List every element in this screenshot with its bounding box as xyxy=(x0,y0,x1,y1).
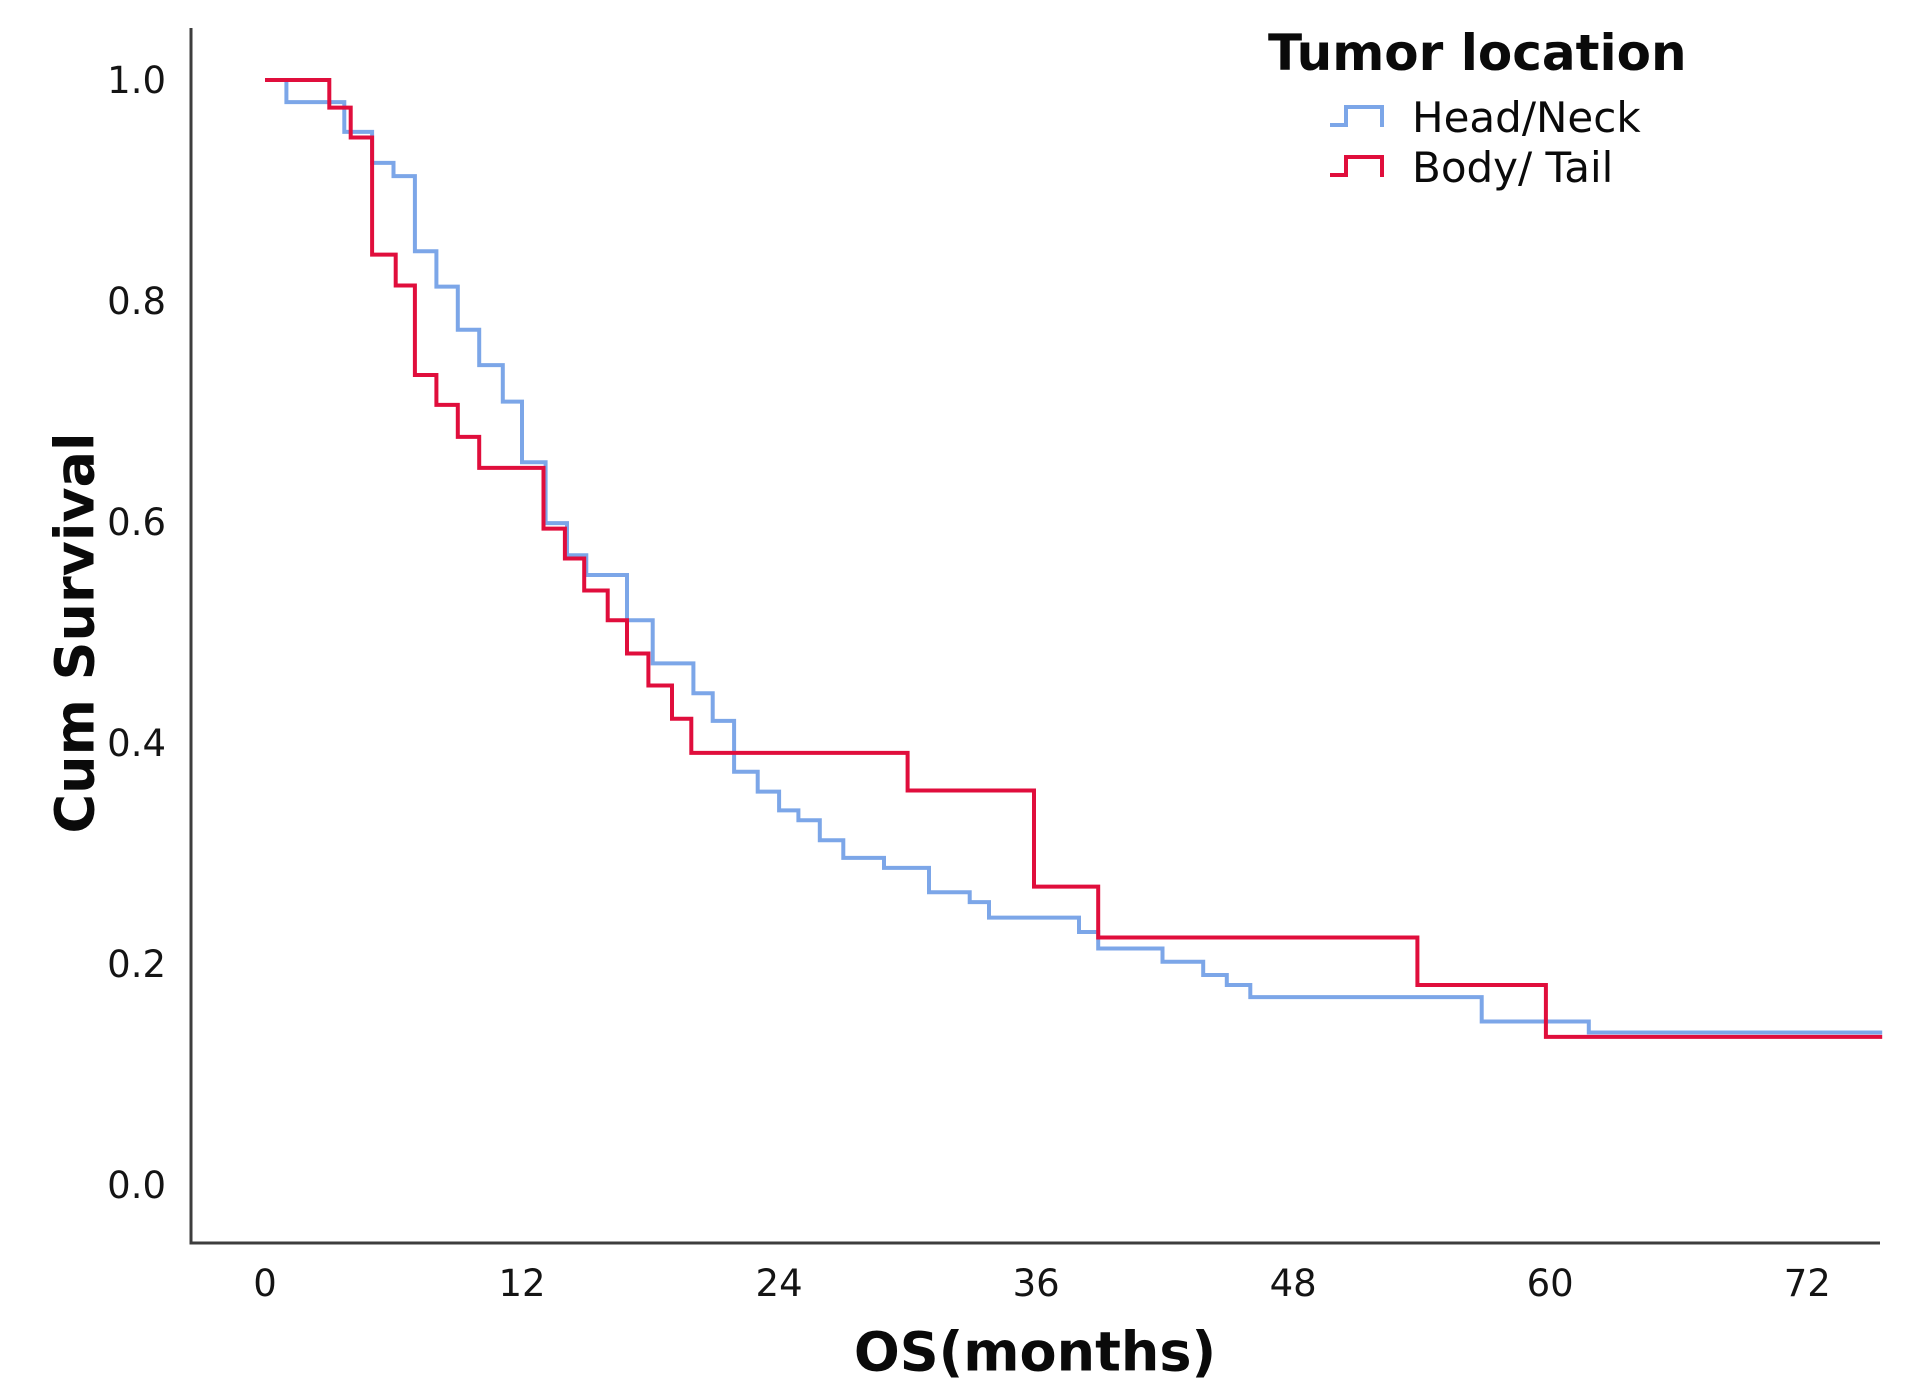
legend-title: Tumor location xyxy=(1268,24,1687,82)
y-axis-title: Cum Survival xyxy=(43,432,107,834)
y-tick-label: 0.2 xyxy=(107,943,166,986)
body-tail-curve xyxy=(265,78,1883,1039)
x-tick-label: 36 xyxy=(1013,1262,1060,1305)
x-tick-label: 60 xyxy=(1527,1262,1574,1305)
x-axis-title: OS(months) xyxy=(853,1320,1217,1384)
head-neck-curve xyxy=(265,78,1883,1035)
legend-item-head-neck: Head/Neck xyxy=(1328,92,1641,142)
y-tick-label: 0.0 xyxy=(107,1164,166,1207)
y-tick-label: 1.0 xyxy=(107,59,166,102)
x-tick-label: 12 xyxy=(498,1262,545,1305)
y-tick-label: 0.4 xyxy=(107,722,166,765)
x-tick-label: 24 xyxy=(756,1262,803,1305)
legend-label-head-neck: Head/Neck xyxy=(1412,92,1641,142)
y-tick-label: 0.8 xyxy=(107,280,166,323)
legend: Tumor location Head/Neck Body/ Tail xyxy=(1268,24,1687,192)
x-tick-label: 0 xyxy=(253,1262,277,1305)
x-tick-label: 72 xyxy=(1784,1262,1831,1305)
x-tick-label: 48 xyxy=(1270,1262,1317,1305)
y-tick-label: 0.6 xyxy=(107,501,166,544)
head-neck-line-swatch-icon xyxy=(1330,105,1384,127)
legend-label-body-tail: Body/ Tail xyxy=(1412,142,1614,192)
legend-item-body-tail: Body/ Tail xyxy=(1328,142,1613,192)
body-tail-line-swatch-icon xyxy=(1330,155,1384,177)
